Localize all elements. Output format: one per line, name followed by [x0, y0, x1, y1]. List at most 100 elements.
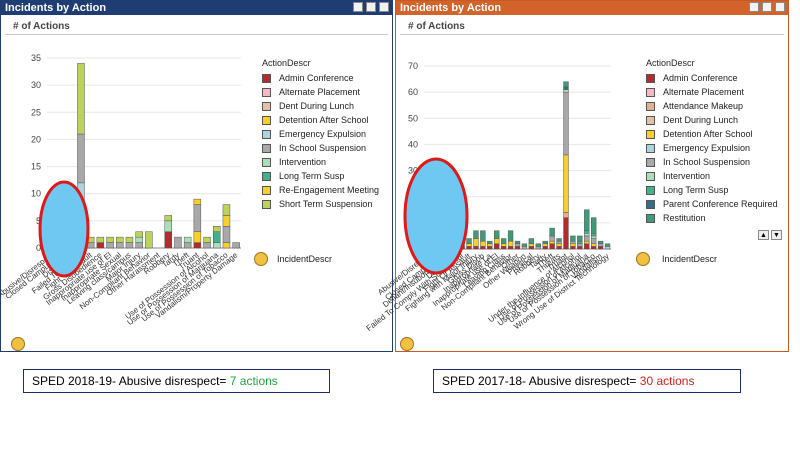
bar-segment[interactable] — [466, 243, 472, 247]
bar-segment[interactable] — [584, 243, 590, 250]
bar-segment[interactable] — [507, 240, 514, 247]
legend-item[interactable]: Dent During Lunch — [262, 99, 379, 113]
bar-segment[interactable] — [473, 246, 479, 250]
legend-item[interactable]: Detention After School — [262, 113, 379, 127]
bar-segment[interactable] — [125, 242, 134, 249]
bar-segment[interactable] — [487, 243, 493, 247]
print-icon[interactable] — [353, 2, 363, 12]
bar-segment[interactable] — [106, 236, 114, 243]
bar-segment[interactable] — [494, 230, 500, 239]
bar-segment[interactable] — [96, 242, 105, 249]
bar-segment[interactable] — [203, 236, 211, 243]
bar-segment[interactable] — [528, 246, 535, 250]
bar-segment[interactable] — [193, 204, 202, 232]
cycle-group-icon[interactable] — [254, 252, 268, 266]
bar-segment[interactable] — [183, 236, 192, 243]
legend-item[interactable]: In School Suspension — [262, 141, 379, 155]
bar-segment[interactable] — [604, 243, 611, 247]
bar-segment[interactable] — [222, 204, 231, 216]
bar-segment[interactable] — [164, 231, 172, 249]
bar-segment[interactable] — [500, 238, 507, 245]
bar-segment[interactable] — [466, 246, 472, 250]
minimize-icon[interactable] — [775, 2, 785, 12]
bar-segment[interactable] — [494, 238, 500, 245]
bar-segment[interactable] — [507, 246, 514, 250]
bar-segment[interactable] — [556, 246, 562, 250]
bar-segment[interactable] — [591, 233, 597, 237]
legend-item[interactable]: Intervention — [262, 155, 379, 169]
bar-segment[interactable] — [577, 235, 583, 242]
bar-segment[interactable] — [480, 230, 486, 242]
bar-segment[interactable] — [174, 236, 182, 249]
bar-segment[interactable] — [213, 231, 221, 243]
bar-segment[interactable] — [135, 236, 143, 243]
bar-segment[interactable] — [535, 243, 541, 247]
scroll-down-icon[interactable]: ▼ — [771, 230, 782, 240]
bar-segment[interactable] — [563, 91, 569, 156]
legend-item[interactable]: Attendance Makeup — [646, 99, 778, 113]
cycle-group-icon[interactable] — [636, 252, 650, 266]
bar-segment[interactable] — [494, 243, 500, 250]
bar-segment[interactable] — [480, 246, 486, 250]
bar-segment[interactable] — [535, 246, 541, 250]
bar-segment[interactable] — [528, 243, 535, 247]
bar-segment[interactable] — [577, 243, 583, 247]
bar-segment[interactable] — [222, 215, 231, 227]
bar-segment[interactable] — [500, 246, 507, 250]
export-excel-icon[interactable] — [762, 2, 772, 12]
bar-segment[interactable] — [232, 242, 240, 249]
bar-segment[interactable] — [591, 235, 597, 239]
bar-segment[interactable] — [563, 217, 569, 250]
bar-segment[interactable] — [125, 236, 134, 243]
bar-segment[interactable] — [213, 226, 221, 232]
bar-segment[interactable] — [563, 81, 569, 88]
bar-segment[interactable] — [528, 238, 535, 245]
bar-segment[interactable] — [556, 243, 562, 247]
bar-segment[interactable] — [203, 242, 211, 249]
bar-segment[interactable] — [507, 230, 514, 242]
bar-segment[interactable] — [549, 235, 555, 242]
bar-segment[interactable] — [563, 154, 569, 213]
bar-segment[interactable] — [549, 243, 555, 250]
bar-segment[interactable] — [116, 242, 124, 249]
bar-segment[interactable] — [222, 242, 231, 249]
bar-segment[interactable] — [514, 246, 521, 250]
bar-segment[interactable] — [542, 246, 548, 250]
legend-item[interactable]: Long Term Susp — [262, 169, 379, 183]
bar-segment[interactable] — [106, 242, 114, 249]
bar-segment[interactable] — [487, 240, 493, 245]
legend-item[interactable]: Alternate Placement — [646, 85, 778, 99]
bar-segment[interactable] — [542, 240, 548, 245]
bar-segment[interactable] — [584, 235, 590, 242]
bar-segment[interactable] — [563, 89, 569, 93]
legend-item[interactable]: Restitution — [646, 211, 778, 225]
bar-segment[interactable] — [584, 240, 590, 245]
bar-segment[interactable] — [514, 243, 521, 247]
bar-segment[interactable] — [145, 231, 153, 249]
bar-segment[interactable] — [549, 227, 555, 237]
bar-segment[interactable] — [521, 246, 528, 250]
bar-segment[interactable] — [556, 238, 562, 242]
bar-segment[interactable] — [597, 246, 604, 250]
legend-item[interactable]: Emergency Expulsion — [646, 141, 778, 155]
bar-segment[interactable] — [473, 230, 479, 239]
bar-segment[interactable] — [77, 63, 85, 135]
legend-item[interactable]: Intervention — [646, 169, 778, 183]
bar-segment[interactable] — [222, 226, 231, 243]
bar-segment[interactable] — [514, 240, 521, 245]
bar-segment[interactable] — [563, 212, 569, 218]
bar-segment[interactable] — [135, 242, 143, 249]
bar-segment[interactable] — [570, 235, 576, 242]
bar-segment[interactable] — [556, 240, 562, 245]
bar-segment[interactable] — [577, 240, 583, 245]
bar-segment[interactable] — [604, 246, 611, 250]
legend-item[interactable]: Long Term Susp — [646, 183, 778, 197]
bar-segment[interactable] — [193, 242, 202, 249]
bar-segment[interactable] — [521, 243, 528, 247]
bar-segment[interactable] — [584, 209, 590, 231]
legend-item[interactable]: Alternate Placement — [262, 85, 379, 99]
legend-item[interactable]: Admin Conference — [646, 71, 778, 85]
bar-segment[interactable] — [183, 242, 192, 249]
bar-segment[interactable] — [213, 242, 221, 249]
bar-segment[interactable] — [563, 86, 569, 90]
